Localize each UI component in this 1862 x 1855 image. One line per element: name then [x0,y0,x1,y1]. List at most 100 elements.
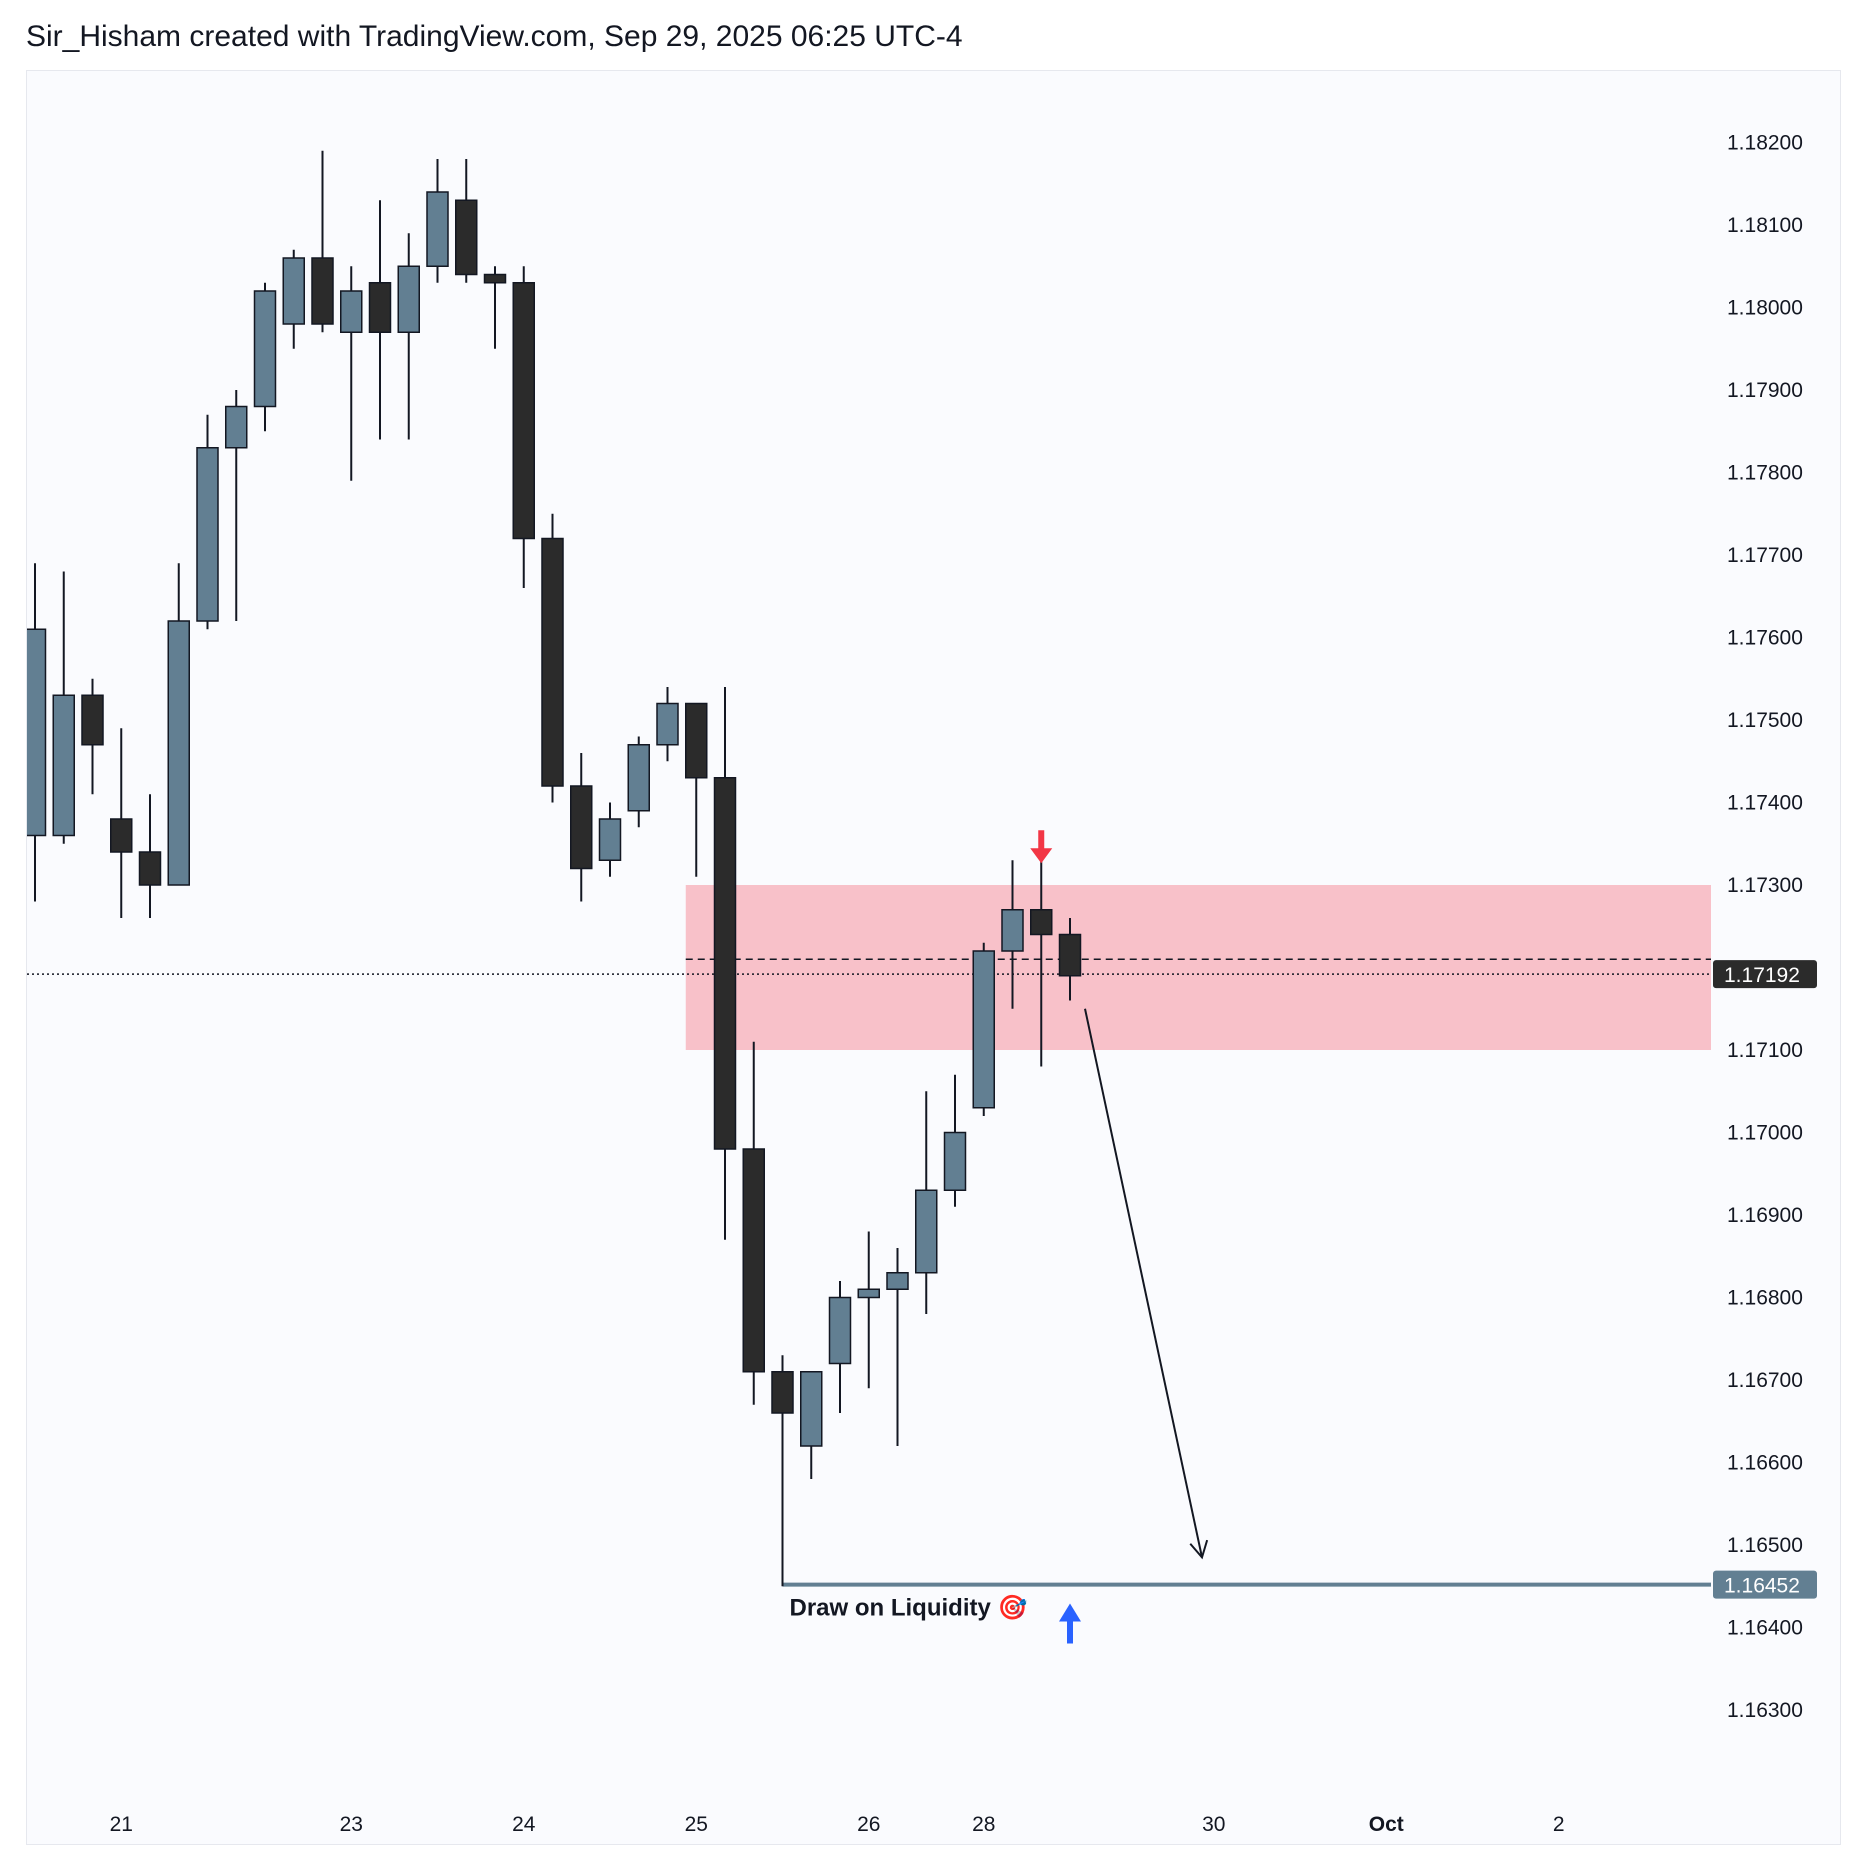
x-tick-label: 23 [340,1813,363,1836]
candle [282,249,305,349]
candle [598,802,622,877]
bull-candle-body [972,950,995,1109]
candle [915,1091,938,1314]
x-tick-label: 30 [1202,1813,1225,1836]
bull-candle-body [943,1131,967,1191]
candle [943,1074,967,1207]
bull-candle-body [340,290,363,333]
bear-candle-body [483,273,507,284]
projection-arrow-line [1084,1008,1203,1558]
up-arrow-shaft [1067,1617,1073,1644]
supply-zone [685,885,1711,1050]
candle [1001,860,1024,1009]
candle [886,1248,909,1446]
candle [397,233,420,440]
bull-candle-body [52,694,75,837]
up-arrow-head [1059,1603,1081,1622]
candle [512,266,535,588]
y-tick-label: 1.17600 [1727,627,1803,650]
bull-candle-body [397,265,420,333]
candle [828,1281,852,1413]
x-tick-label: Oct [1369,1813,1404,1836]
y-tick-label: 1.17900 [1727,379,1803,402]
last-price-tag-bg [1713,960,1817,989]
candle [972,942,995,1116]
candle [713,687,737,1240]
bull-candle-body [915,1189,938,1274]
bull-candle-body [282,257,305,325]
bear-candle-body [685,702,708,779]
bull-candle-body [1001,909,1024,952]
bear-candle-body [138,851,162,886]
y-tick-label: 1.18100 [1727,214,1803,237]
candle [656,687,679,762]
candle [541,513,564,803]
y-tick-label: 1.16500 [1727,1534,1803,1557]
candle [742,1041,765,1405]
candle [311,150,334,333]
candle [167,563,190,886]
x-tick-label: 24 [512,1813,536,1836]
y-tick-label: 1.16600 [1727,1452,1803,1475]
candle [800,1371,823,1479]
y-tick-label: 1.17300 [1727,874,1803,897]
bull-candle-body [196,447,219,622]
bear-candle-body [512,282,535,540]
candle [368,200,392,440]
bear-candle-body [1030,909,1053,936]
candle [1058,918,1082,1001]
y-tick-label: 1.16300 [1727,1699,1803,1722]
projection-arrow [1084,1008,1209,1560]
bear-candle-body [713,777,737,1150]
x-tick-label: 2 [1553,1813,1565,1836]
y-tick-label: 1.17100 [1727,1039,1803,1062]
bull-candle-body [828,1296,852,1365]
bull-candle-body [27,628,47,837]
y-tick-label: 1.17700 [1727,544,1803,567]
candle [52,571,75,844]
projection-arrow-head [1189,1539,1209,1560]
candle [196,414,219,630]
bear-candle-body [455,199,478,276]
candle [81,678,104,795]
down-arrow-shaft [1038,830,1045,853]
bull-candle-body [426,191,449,267]
down-arrow-icon [1030,830,1053,864]
bull-candle-body [627,744,650,812]
bear-candle-body [311,257,334,325]
x-tick-label: 25 [685,1813,708,1836]
bull-candle-body [886,1272,909,1290]
bear-candle-body [570,785,593,870]
last-price-tag: 1.17192 [1713,960,1817,989]
bull-candle-body [598,818,622,861]
candle [857,1231,880,1389]
bull-candle-body [656,702,679,746]
candle [110,728,133,918]
y-tick-label: 1.17400 [1727,792,1803,815]
candle [483,266,507,349]
bear-candle-body [368,282,392,333]
y-tick-label: 1.17800 [1727,462,1803,485]
bull-candle-body [225,405,248,449]
bull-candle-body [857,1288,880,1299]
x-tick-label: 28 [972,1813,995,1836]
candle [627,736,650,828]
candle [340,266,363,481]
candle [138,794,162,918]
up-arrow-icon [1059,1603,1081,1644]
bear-candle-body [541,537,564,787]
bull-candle-body [167,620,190,886]
y-tick-label: 1.18000 [1727,297,1803,320]
bear-candle-body [1058,933,1082,977]
y-tick-label: 1.16900 [1727,1204,1803,1227]
candle [27,563,47,902]
x-tick-label: 26 [857,1813,880,1836]
y-tick-label: 1.18200 [1727,132,1803,155]
candle [570,753,593,902]
last-price-tag-text: 1.17192 [1724,964,1800,987]
candle [253,282,277,432]
candle [426,159,449,283]
y-tick-label: 1.16800 [1727,1287,1803,1310]
down-arrow-head [1030,848,1053,864]
